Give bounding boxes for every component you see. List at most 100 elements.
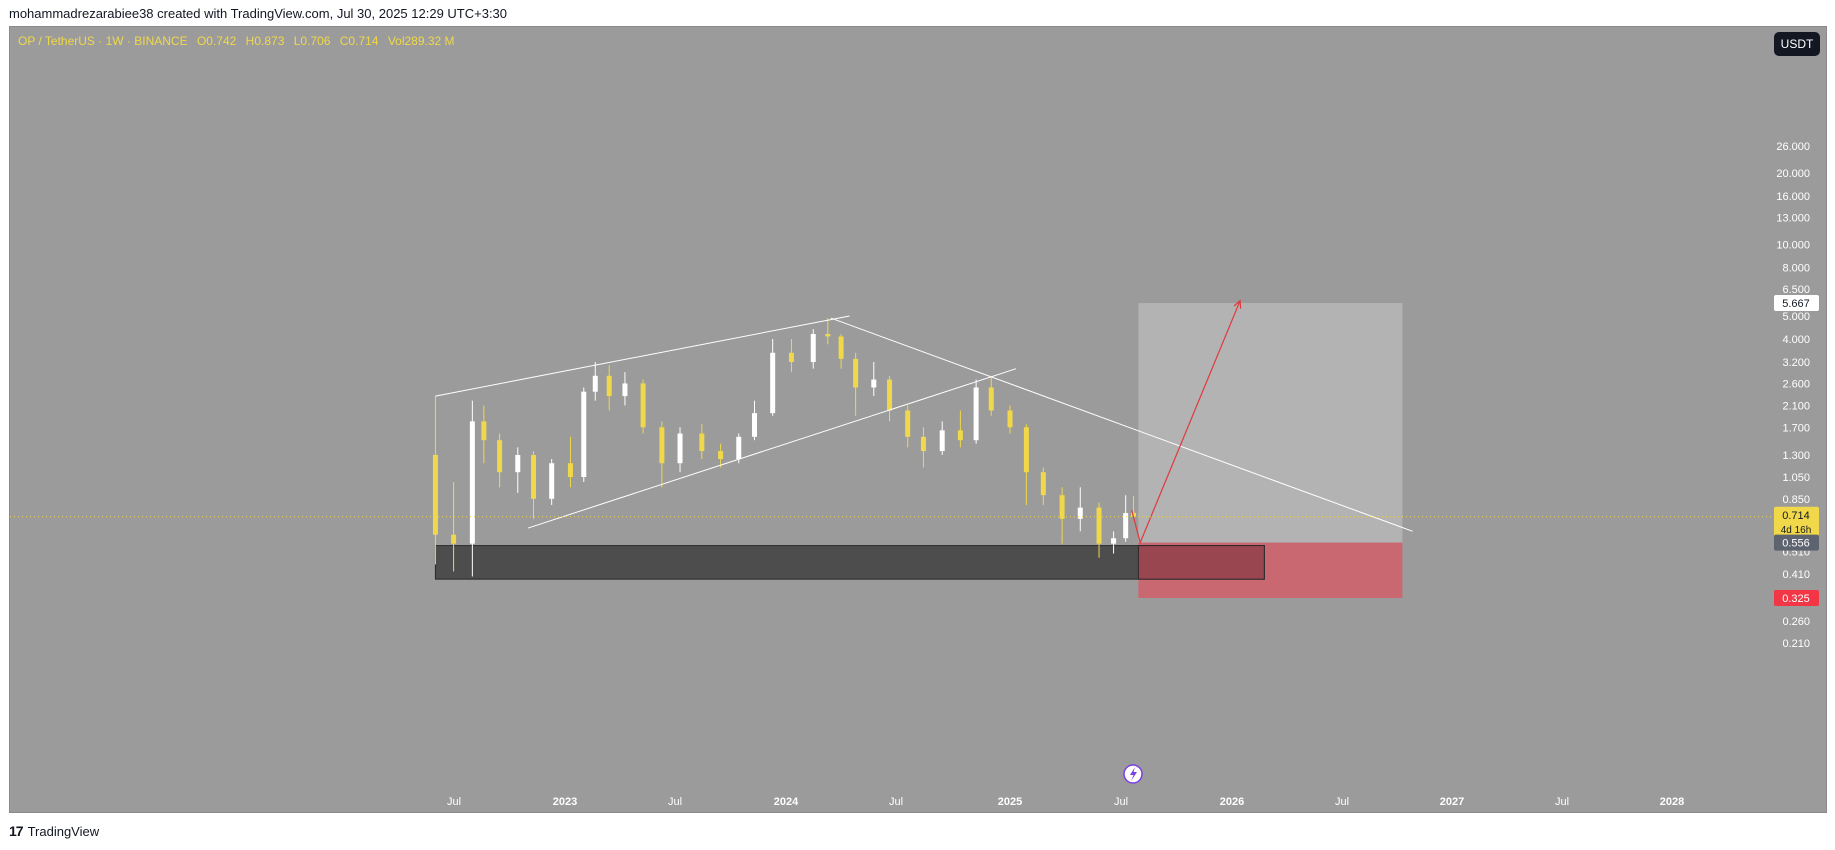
- ohlc-open: O0.742: [196, 34, 237, 48]
- price-tick-label: 1.050: [1782, 472, 1810, 484]
- candle-body: [469, 421, 475, 544]
- symbol-title: OP / TetherUS · 1W · BINANCE: [18, 34, 188, 48]
- target-zone: [1138, 303, 1403, 543]
- time-tick-label: 2025: [998, 796, 1022, 808]
- time-tick-label: 2024: [774, 796, 799, 808]
- candle-body: [481, 421, 487, 441]
- lower-channel-line: [527, 368, 1017, 529]
- candle-body: [497, 440, 503, 473]
- price-tick-label: 8.000: [1782, 262, 1810, 274]
- price-tick-label: 13.000: [1776, 212, 1810, 224]
- candle-body: [699, 433, 705, 452]
- candle-body: [1023, 427, 1029, 473]
- time-tick-label: Jul: [1335, 796, 1349, 808]
- price-label-current-text: 0.714: [1782, 510, 1810, 522]
- price-label-target: [1774, 295, 1819, 312]
- price-tick-label: 0.850: [1782, 494, 1810, 506]
- price-labels: 5.667 0.714 4d 16h 0.556 0.325: [1774, 295, 1819, 606]
- candle-body: [1007, 410, 1013, 428]
- zones-layer: [434, 303, 1403, 598]
- candle-body: [606, 375, 612, 397]
- candle-body: [920, 436, 926, 452]
- price-label-entry-text: 0.556: [1782, 538, 1810, 550]
- candle-body: [939, 430, 945, 452]
- candle-body: [640, 383, 646, 428]
- price-tick-label: 16.000: [1776, 191, 1810, 203]
- candle-body: [838, 336, 844, 359]
- time-tick-label: 2027: [1440, 796, 1464, 808]
- price-tick-label: 20.000: [1776, 168, 1810, 180]
- candle-body: [853, 358, 859, 388]
- candle-body: [1040, 472, 1046, 496]
- price-axis: 26.000 20.000 16.000 13.000 10.000 8.000 6.500…: [1776, 141, 1810, 650]
- currency-button[interactable]: USDT: [1774, 32, 1820, 56]
- candle-body: [1059, 495, 1065, 519]
- price-tick-label: 4.000: [1782, 334, 1810, 346]
- price-tick-label: 1.700: [1782, 422, 1810, 434]
- time-tick-label: Jul: [447, 796, 461, 808]
- chart-pane[interactable]: [9, 26, 1827, 813]
- price-tick-label: 3.200: [1782, 357, 1810, 369]
- candle-body: [581, 391, 587, 477]
- ohlc-close: C0.714: [339, 34, 379, 48]
- price-tick-label: 5.000: [1782, 311, 1810, 323]
- price-label-stop: [1774, 589, 1819, 606]
- price-tick-label: 0.210: [1782, 638, 1810, 650]
- price-label-target-text: 5.667: [1782, 298, 1810, 310]
- price-tick-label: 2.100: [1782, 400, 1810, 412]
- candle-body: [752, 413, 758, 437]
- upper-channel-line: [435, 315, 850, 397]
- candle-body: [549, 463, 555, 499]
- lightning-icon[interactable]: [1123, 764, 1143, 784]
- time-axis: Jul 2023 Jul 2024 Jul 2025 Jul 2026 Jul 2027 Jul 20…: [447, 796, 1684, 808]
- projection-arrow: [1131, 300, 1241, 545]
- candle-body: [432, 454, 438, 535]
- descending-resistance-line: [830, 317, 1413, 532]
- candle-body: [988, 387, 994, 411]
- candle-body: [592, 375, 598, 392]
- symbol-legend: OP / TetherUS · 1W · BINANCE O0.742 H0.8…: [18, 34, 461, 48]
- price-tick-label: 26.000: [1776, 141, 1810, 153]
- time-tick-label: 2028: [1660, 796, 1684, 808]
- candle-body: [810, 333, 816, 363]
- time-tick-label: 2023: [553, 796, 577, 808]
- candle-body: [451, 534, 457, 544]
- time-tick-label: 2026: [1220, 796, 1244, 808]
- price-label-stop-text: 0.325: [1782, 593, 1810, 605]
- price-tick-label: 0.410: [1782, 569, 1810, 581]
- candle-body: [788, 352, 794, 363]
- candle-body: [677, 433, 683, 464]
- volume-value: Vol289.32 M: [387, 34, 455, 48]
- tradingview-brand: TradingView: [27, 823, 100, 839]
- candle-body: [1131, 512, 1137, 517]
- drawings-layer: [10, 299, 1775, 545]
- candle-body: [957, 430, 963, 441]
- projection-arrowhead: [1233, 299, 1242, 309]
- countdown-label: 4d 16h: [1781, 525, 1812, 536]
- candle-body: [825, 333, 831, 337]
- candle-body: [1111, 538, 1117, 544]
- candle-body: [887, 379, 893, 411]
- price-tick-label: 0.260: [1782, 616, 1810, 628]
- candle-body: [515, 454, 521, 473]
- time-tick-label: Jul: [668, 796, 682, 808]
- candle-body: [905, 410, 911, 437]
- chart-attribution: mohammadrezarabiee38 created with Tradin…: [9, 6, 508, 21]
- price-tick-label: 10.000: [1776, 239, 1810, 251]
- candle-body: [1077, 507, 1083, 519]
- price-label-entry: [1774, 534, 1819, 551]
- price-tick-label: 2.600: [1782, 378, 1810, 390]
- zone-overlap: [1137, 545, 1265, 580]
- candle-body: [770, 352, 776, 414]
- ohlc-low: L0.706: [293, 34, 331, 48]
- time-tick-label: Jul: [889, 796, 903, 808]
- candle-body: [1123, 513, 1129, 539]
- candle-body: [718, 451, 724, 459]
- candles-layer: [432, 318, 1137, 577]
- candle-body: [871, 379, 877, 388]
- tradingview-logo-icon: 17: [9, 823, 24, 839]
- ohlc-high: H0.873: [245, 34, 285, 48]
- candle-body: [622, 383, 628, 397]
- price-tick-label: 1.300: [1782, 450, 1810, 462]
